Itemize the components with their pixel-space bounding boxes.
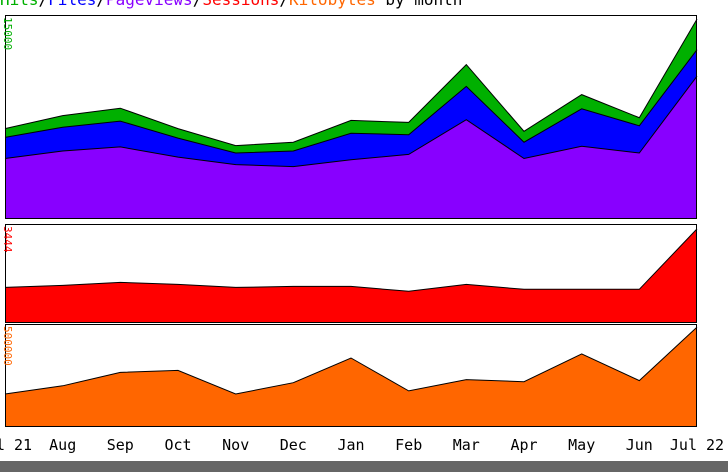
series-line-sessions <box>4 228 698 292</box>
series-area-kilobytes <box>5 327 697 427</box>
series-area-pageviews <box>5 76 697 219</box>
chart-title-part: / <box>279 0 289 9</box>
side-label: 3444 <box>1 226 14 253</box>
chart-title-part: / <box>96 0 106 9</box>
side-labels: 15000 3444 500000 <box>1 17 14 366</box>
chart-title-part: / <box>39 0 49 9</box>
series-area-sessions <box>5 228 697 323</box>
side-label: 15000 <box>1 17 14 50</box>
x-tick-label: Feb <box>395 436 422 454</box>
x-tick-label: Jul 21 <box>0 436 32 454</box>
x-tick-label: Oct <box>164 436 191 454</box>
chart-title-part: Files <box>48 0 96 9</box>
chart-title-part: Kilobytes <box>289 0 376 9</box>
series-line-pageviews <box>4 75 698 168</box>
chart-title-part: Sessions <box>202 0 279 9</box>
panel-frame <box>5 15 697 219</box>
chart-title-part: / <box>193 0 203 9</box>
side-label: 500000 <box>1 326 14 366</box>
footer-bar <box>0 461 728 472</box>
series-line-kilobytes <box>4 326 698 395</box>
x-tick-label: Dec <box>280 436 307 454</box>
x-tick-label: May <box>568 436 595 454</box>
x-tick-label: Aug <box>49 436 76 454</box>
x-tick-label: Jul 22 <box>670 436 724 454</box>
chart-title: Hits/Files/Pageviews/Sessions/Kilobytes … <box>0 0 462 9</box>
x-tick-label: Apr <box>510 436 537 454</box>
x-tick-label: Jan <box>337 436 364 454</box>
chart-title-part: by month <box>376 0 463 9</box>
x-tick-label: Sep <box>107 436 134 454</box>
x-tick-label: Mar <box>453 436 480 454</box>
series-areas <box>4 18 698 427</box>
panel-frame <box>5 324 697 427</box>
x-tick-label: Jun <box>626 436 653 454</box>
series-line-hits <box>4 18 698 147</box>
panel-frames <box>5 15 697 427</box>
x-axis-tick-labels: Jul 21 Aug Sep Oct Nov Dec Jan Feb Mar Apr May Jun J… <box>0 436 724 454</box>
chart-title-part: Pageviews <box>106 0 193 9</box>
panel-frame <box>5 224 697 323</box>
chart-title-part: Hits <box>0 0 39 9</box>
chart: Hits/Files/Pageviews/Sessions/Kilobytes … <box>0 0 724 454</box>
x-tick-label: Nov <box>222 436 249 454</box>
series-line-files <box>4 49 698 154</box>
